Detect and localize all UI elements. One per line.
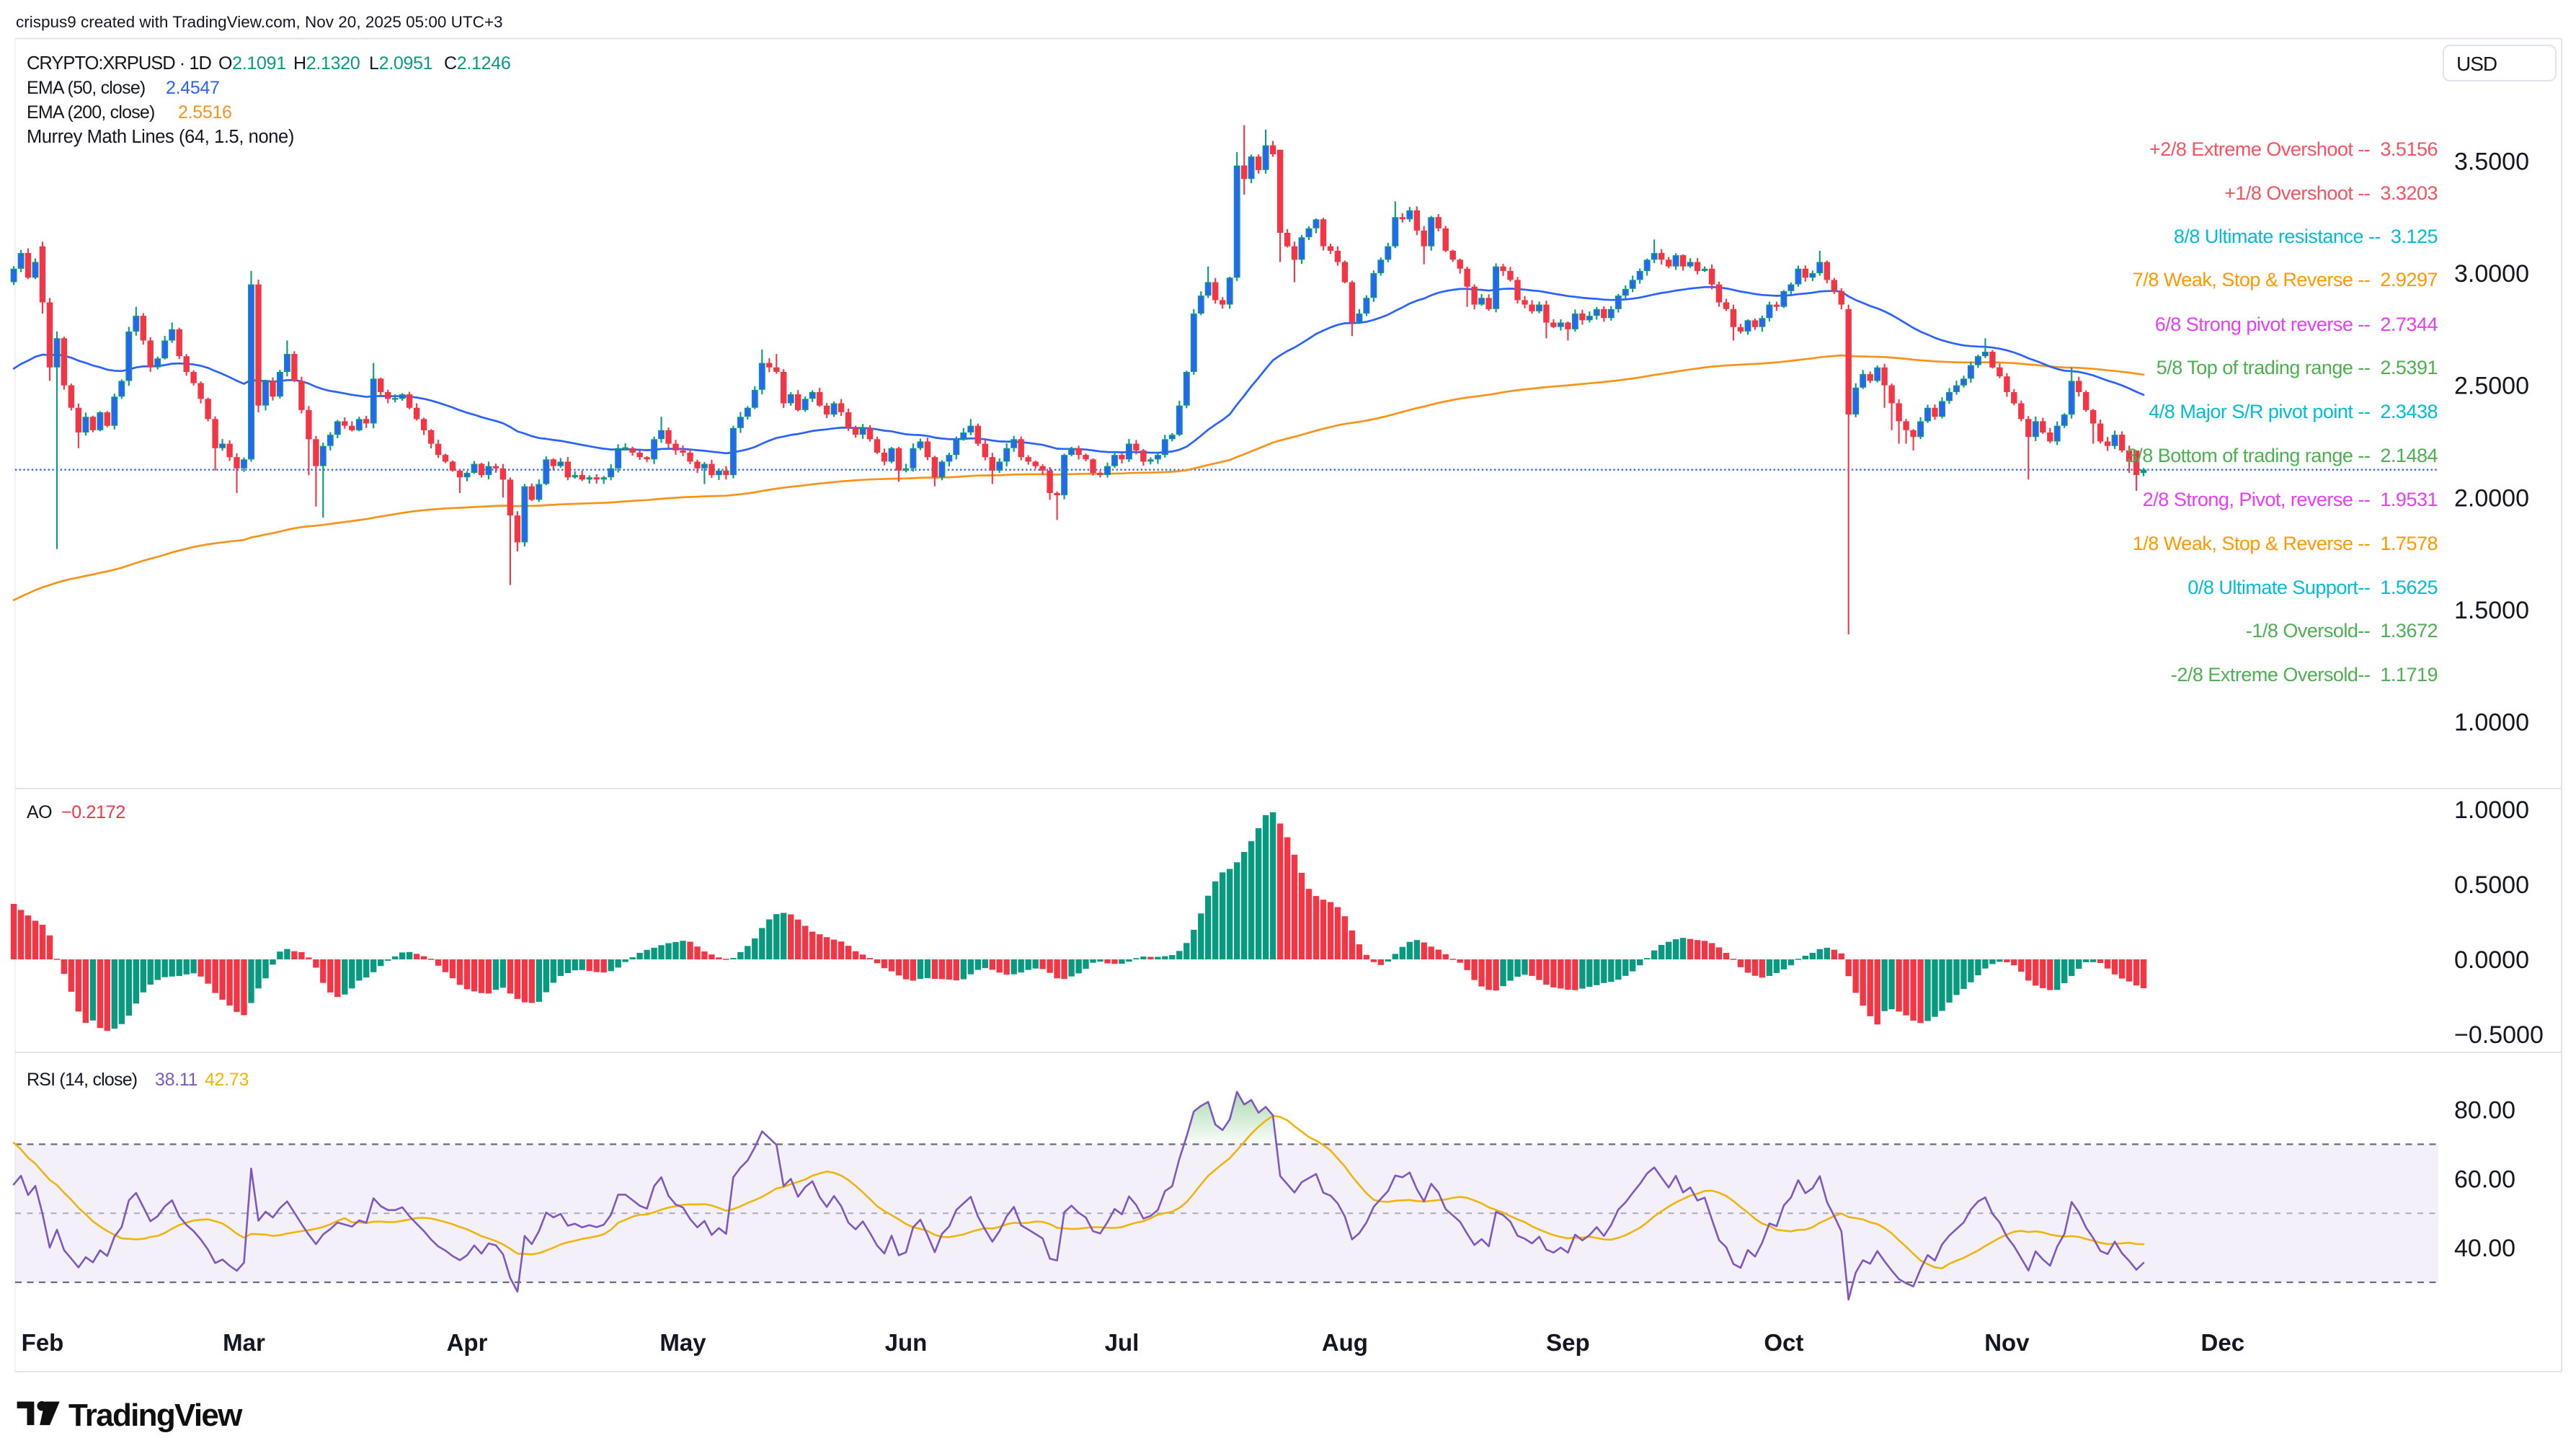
svg-text:Oct: Oct [1764, 1329, 1803, 1356]
svg-text:Apr: Apr [447, 1329, 488, 1356]
svg-text:C2.1246: C2.1246 [444, 53, 510, 74]
svg-text:May: May [659, 1329, 706, 1356]
svg-text:60.00: 60.00 [2454, 1166, 2515, 1193]
svg-text:+1/8 Overshoot -- 3.3203: +1/8 Overshoot -- 3.3203 [2224, 182, 2438, 204]
svg-text:2/8 Strong, Pivot, reverse --: 2/8 Strong, Pivot, reverse -- 1.9531 [2143, 489, 2438, 510]
svg-text:8/8 Ultimate resistance -- 3.: 8/8 Ultimate resistance -- 3.125 [2174, 226, 2438, 247]
svg-text:crispus9 created with TradingV: crispus9 created with TradingView.com, N… [16, 13, 503, 31]
svg-text:3/8 Bottom of trading range --: 3/8 Bottom of trading range -- 2.1484 [2127, 445, 2438, 466]
svg-text:Aug: Aug [1322, 1329, 1368, 1356]
svg-text:CRYPTO:XRPUSD · 1D: CRYPTO:XRPUSD · 1D [27, 53, 212, 74]
svg-text:2.5000: 2.5000 [2454, 373, 2529, 400]
svg-text:O2.1091: O2.1091 [218, 53, 286, 74]
svg-text:42.73: 42.73 [205, 1070, 249, 1090]
svg-text:1/8 Weak, Stop & Reverse -- 1: 1/8 Weak, Stop & Reverse -- 1.7578 [2133, 533, 2438, 554]
svg-text:RSI (14, close): RSI (14, close) [27, 1070, 137, 1090]
svg-text:Nov: Nov [1984, 1329, 2030, 1356]
svg-text:Feb: Feb [22, 1329, 64, 1356]
svg-text:L2.0951: L2.0951 [369, 53, 432, 74]
svg-text:1.0000: 1.0000 [2454, 796, 2529, 824]
svg-text:2.5516: 2.5516 [178, 102, 232, 123]
svg-text:1.0000: 1.0000 [2454, 709, 2529, 737]
svg-text:0/8 Ultimate Support-- 1.5625: 0/8 Ultimate Support-- 1.5625 [2188, 577, 2438, 598]
svg-text:38.11: 38.11 [155, 1070, 197, 1090]
svg-text:2.4547: 2.4547 [166, 78, 220, 98]
svg-text:EMA (50, close): EMA (50, close) [27, 78, 145, 98]
svg-text:H2.1320: H2.1320 [293, 53, 360, 74]
svg-text:Jul: Jul [1105, 1329, 1140, 1356]
svg-text:4/8 Major S/R pivot point --: 4/8 Major S/R pivot point -- 2.3438 [2149, 401, 2438, 422]
svg-text:USD: USD [2456, 53, 2497, 75]
svg-text:-2/8 Extreme Oversold-- 1.171: -2/8 Extreme Oversold-- 1.1719 [2171, 664, 2438, 685]
svg-text:EMA (200, close): EMA (200, close) [27, 102, 155, 123]
svg-text:+2/8 Extreme Overshoot -- 3.5: +2/8 Extreme Overshoot -- 3.5156 [2149, 138, 2438, 160]
svg-text:5/8 Top of trading range -- 2: 5/8 Top of trading range -- 2.5391 [2157, 357, 2438, 378]
svg-text:−0.2172: −0.2172 [61, 802, 125, 822]
svg-text:80.00: 80.00 [2454, 1097, 2515, 1124]
svg-text:40.00: 40.00 [2454, 1235, 2515, 1262]
svg-text:Jun: Jun [885, 1329, 928, 1356]
svg-text:6/8 Strong pivot reverse -- 2: 6/8 Strong pivot reverse -- 2.7344 [2155, 314, 2438, 335]
svg-text:Dec: Dec [2201, 1329, 2245, 1356]
svg-text:−0.5000: −0.5000 [2454, 1021, 2544, 1049]
svg-text:3.0000: 3.0000 [2454, 260, 2529, 288]
svg-text:2.0000: 2.0000 [2454, 484, 2529, 512]
svg-text:7/8 Weak, Stop & Reverse -- 2: 7/8 Weak, Stop & Reverse -- 2.9297 [2133, 269, 2438, 290]
svg-text:Mar: Mar [223, 1329, 265, 1356]
svg-text:Murrey Math Lines (64, 1.5, no: Murrey Math Lines (64, 1.5, none) [27, 127, 294, 147]
svg-text:0.5000: 0.5000 [2454, 871, 2529, 899]
svg-text:AO: AO [27, 802, 52, 822]
svg-text:1.5000: 1.5000 [2454, 597, 2529, 624]
svg-text:TradingView: TradingView [68, 1398, 243, 1433]
svg-text:Sep: Sep [1546, 1329, 1590, 1356]
svg-text:-1/8 Oversold-- 1.3672: -1/8 Oversold-- 1.3672 [2246, 620, 2438, 642]
svg-text:0.0000: 0.0000 [2454, 946, 2529, 974]
svg-text:3.5000: 3.5000 [2454, 148, 2529, 175]
